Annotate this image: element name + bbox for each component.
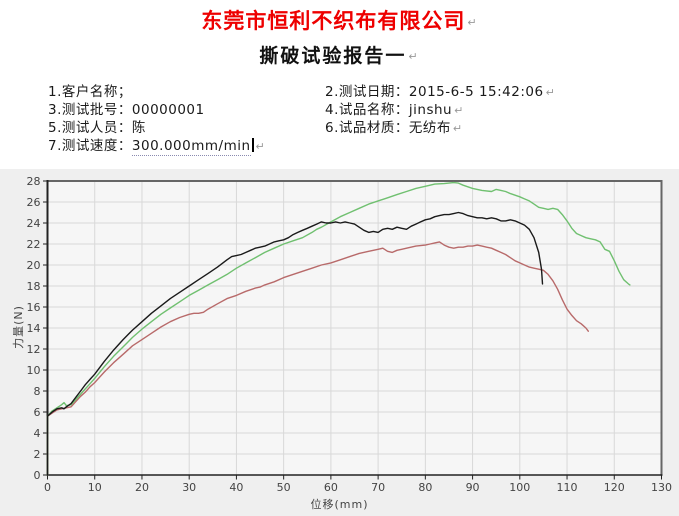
curve-black (46, 211, 544, 476)
field-label: 2.测试日期： (325, 84, 409, 100)
field-value: 2015-6-5 15:42:06 (408, 84, 544, 100)
x-tick-label: 40 (229, 481, 243, 494)
y-tick-label: 0 (34, 469, 41, 482)
field-test-speed[interactable]: 7.测试速度：300.000mm/min ↵ (48, 134, 266, 156)
x-tick-label: 50 (277, 481, 291, 494)
field-sample-name: 4.试品名称：jinshu ↵ (325, 98, 464, 118)
y-tick-label: 14 (27, 322, 41, 335)
field-label: 3.测试批号： (48, 102, 132, 118)
x-tick-label: 110 (557, 481, 578, 494)
curve-red (46, 241, 589, 476)
y-tick-label: 26 (27, 196, 41, 209)
field-test-date: 2.测试日期：2015-6-5 15:42:06 ↵ (325, 80, 555, 100)
company-title-text: 东莞市恒利不织布有限公司 (201, 9, 466, 33)
x-tick-label: 30 (182, 481, 196, 494)
field-test-operator: 5.测试人员：陈 (48, 116, 146, 136)
y-tick-label: 12 (27, 343, 41, 356)
field-label: 4.试品名称： (325, 102, 409, 118)
paragraph-mark-icon: ↵ (545, 85, 556, 99)
x-tick-label: 120 (604, 481, 625, 494)
field-label: 5.测试人员： (48, 120, 132, 136)
paragraph-mark-icon: ↵ (467, 15, 478, 29)
paragraph-mark-icon: ↵ (452, 121, 463, 135)
y-axis-title: 力量(N) (12, 305, 25, 349)
report-fields: 1.客户名称； 3.测试批号：00000001 5.测试人员：陈 7.测试速度：… (0, 0, 679, 160)
paragraph-mark-icon: ↵ (255, 139, 266, 153)
y-tick-label: 2 (34, 448, 41, 461)
paragraph-mark-icon: ↵ (454, 103, 464, 117)
x-tick-label: 60 (324, 481, 338, 494)
y-tick-label: 24 (27, 217, 41, 230)
field-test-batch: 3.测试批号：00000001 (48, 98, 205, 118)
field-value: 无纺布 (408, 120, 451, 136)
y-tick-label: 6 (34, 406, 41, 419)
y-tick-label: 22 (27, 238, 41, 251)
field-label: 7.测试速度： (48, 138, 132, 154)
field-value: 00000001 (131, 102, 205, 118)
y-tick-label: 18 (27, 280, 41, 293)
x-tick-label: 0 (44, 481, 51, 494)
y-tick-label: 10 (27, 364, 41, 377)
chart-canvas: 0 10 20 30 40 50 60 70 80 90 100 110 120 130024681012… (27, 175, 673, 494)
paragraph-mark-icon: ↵ (408, 50, 420, 63)
y-tick-label: 8 (34, 385, 41, 398)
y-tick-label: 4 (34, 427, 41, 440)
curve-green (46, 181, 631, 476)
y-tick-label: 28 (27, 175, 41, 188)
y-tick-label: 16 (27, 301, 41, 314)
company-title: 东莞市恒利不织布有限公司 ↵ (0, 5, 679, 35)
field-value: jinshu (408, 102, 453, 118)
x-tick-label: 130 (651, 481, 672, 494)
field-label: 6.试品材质： (325, 120, 409, 136)
field-customer-name: 1.客户名称； (48, 80, 132, 100)
field-label: 1.客户名称； (48, 84, 132, 100)
field-sample-material: 6.试品材质：无纺布 ↵ (325, 116, 463, 136)
x-tick-label: 100 (509, 481, 530, 494)
tear-test-chart: 0 10 20 30 40 50 60 70 80 90 100 110 120 130 0 2 4 6 8 10 12… (0, 169, 679, 516)
field-value[interactable]: 300.000mm/min (131, 138, 251, 156)
x-tick-label: 80 (418, 481, 432, 494)
x-axis-title: 位移(mm) (310, 498, 369, 511)
x-tick-label: 90 (466, 481, 480, 494)
x-tick-label: 10 (88, 481, 102, 494)
report-title: 撕破试验报告一 ↵ (0, 41, 679, 68)
y-tick-label: 20 (27, 259, 41, 272)
x-tick-label: 70 (371, 481, 385, 494)
x-tick-label: 20 (135, 481, 149, 494)
text-cursor (251, 138, 254, 152)
report-title-text: 撕破试验报告一 (259, 45, 407, 67)
field-value: 陈 (131, 120, 146, 136)
